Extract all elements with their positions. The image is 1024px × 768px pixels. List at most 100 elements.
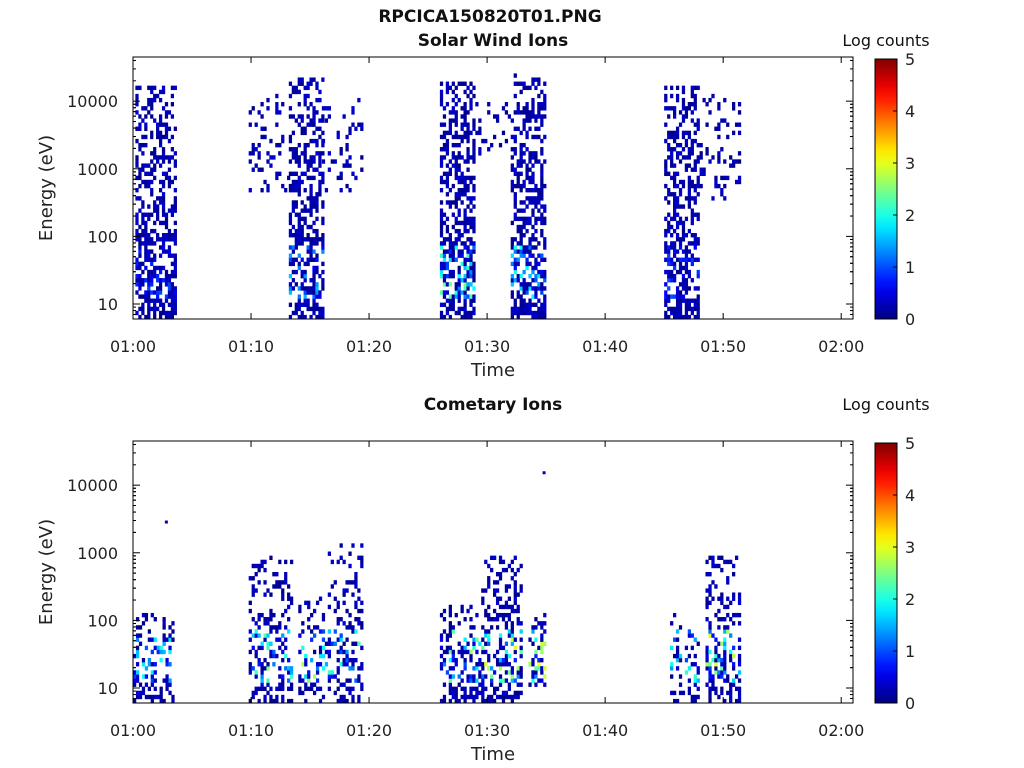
data-cell	[303, 298, 307, 303]
data-cell	[135, 237, 139, 242]
data-cell	[158, 134, 163, 140]
data-cell	[448, 629, 452, 634]
data-cell	[723, 196, 727, 201]
data-cell	[708, 694, 712, 700]
data-cell	[681, 220, 686, 226]
data-cell	[442, 142, 447, 148]
data-cell	[263, 567, 267, 573]
data-cell	[531, 81, 535, 86]
data-cell	[670, 93, 674, 99]
data-cell	[161, 241, 166, 246]
data-cell	[451, 249, 455, 254]
data-cell	[147, 241, 151, 246]
data-cell	[321, 278, 325, 283]
data-cell	[312, 241, 316, 246]
x-tick-label: 02:00	[818, 337, 864, 356]
data-cell	[161, 122, 166, 127]
data-cell	[445, 633, 450, 638]
data-cell	[531, 188, 535, 193]
x-tick-label: 01:40	[582, 721, 628, 740]
data-cell	[460, 179, 464, 185]
data-cell	[466, 282, 470, 287]
data-cell	[357, 97, 361, 103]
data-cell	[510, 183, 514, 189]
data-cell	[690, 89, 694, 95]
data-cell	[442, 114, 447, 119]
data-cell	[543, 81, 547, 86]
data-cell	[135, 163, 139, 168]
data-cell	[445, 670, 450, 675]
data-cell	[540, 118, 544, 123]
data-cell	[303, 302, 307, 308]
data-cell	[513, 110, 517, 115]
data-cell	[306, 142, 310, 148]
data-cell	[321, 237, 325, 242]
data-cell	[348, 155, 352, 160]
data-cell	[696, 183, 700, 189]
data-cell	[263, 179, 267, 185]
data-cell	[681, 298, 686, 303]
data-cell	[318, 314, 322, 320]
data-cell	[723, 97, 727, 103]
data-cell	[673, 171, 677, 177]
data-cell	[454, 122, 458, 127]
data-cell	[531, 294, 535, 299]
data-cell	[732, 678, 736, 683]
data-cell	[501, 645, 506, 651]
data-cell	[327, 670, 331, 675]
data-cell	[667, 155, 671, 160]
data-cell	[147, 273, 151, 279]
data-cell	[301, 645, 305, 651]
data-cell	[463, 273, 467, 279]
data-cell	[516, 163, 520, 168]
data-cell	[297, 253, 301, 258]
data-cell	[354, 657, 358, 663]
data-cell	[439, 241, 444, 246]
data-cell	[448, 294, 452, 299]
data-cell	[513, 608, 517, 614]
data-cell	[708, 678, 712, 683]
data-cell	[257, 662, 261, 667]
data-cell	[478, 657, 482, 663]
data-cell	[723, 118, 727, 123]
data-cell	[284, 572, 288, 577]
data-cell	[248, 629, 252, 634]
data-cell	[339, 662, 343, 667]
data-cell	[487, 641, 491, 646]
data-cell	[448, 126, 452, 131]
data-cell	[673, 212, 677, 217]
data-cell	[693, 245, 697, 250]
data-cell	[522, 85, 526, 91]
data-cell	[519, 228, 523, 234]
data-cell	[534, 625, 538, 630]
data-cell	[510, 576, 514, 581]
data-cell	[737, 645, 742, 651]
data-cell	[315, 253, 319, 258]
data-cell	[463, 212, 467, 217]
data-cell	[288, 286, 293, 291]
data-cell	[466, 294, 470, 299]
data-cell	[696, 641, 700, 646]
data-cell	[690, 183, 694, 189]
data-cell	[522, 282, 526, 287]
data-cell	[463, 657, 467, 663]
data-cell	[667, 273, 671, 279]
data-cell	[451, 298, 455, 303]
data-cell	[454, 662, 458, 667]
data-cell	[289, 666, 294, 671]
data-cell	[463, 228, 467, 234]
plot-frame	[132, 440, 854, 704]
data-cell	[507, 629, 511, 634]
data-cell	[348, 580, 352, 585]
data-cell	[534, 682, 538, 687]
data-cell	[158, 179, 163, 185]
data-cell	[673, 106, 677, 111]
data-cell	[303, 220, 307, 226]
data-cell	[714, 637, 718, 642]
data-cell	[525, 228, 529, 234]
data-cell	[720, 641, 724, 646]
data-cell	[445, 85, 450, 91]
data-cell	[275, 637, 279, 642]
data-cell	[309, 204, 313, 209]
